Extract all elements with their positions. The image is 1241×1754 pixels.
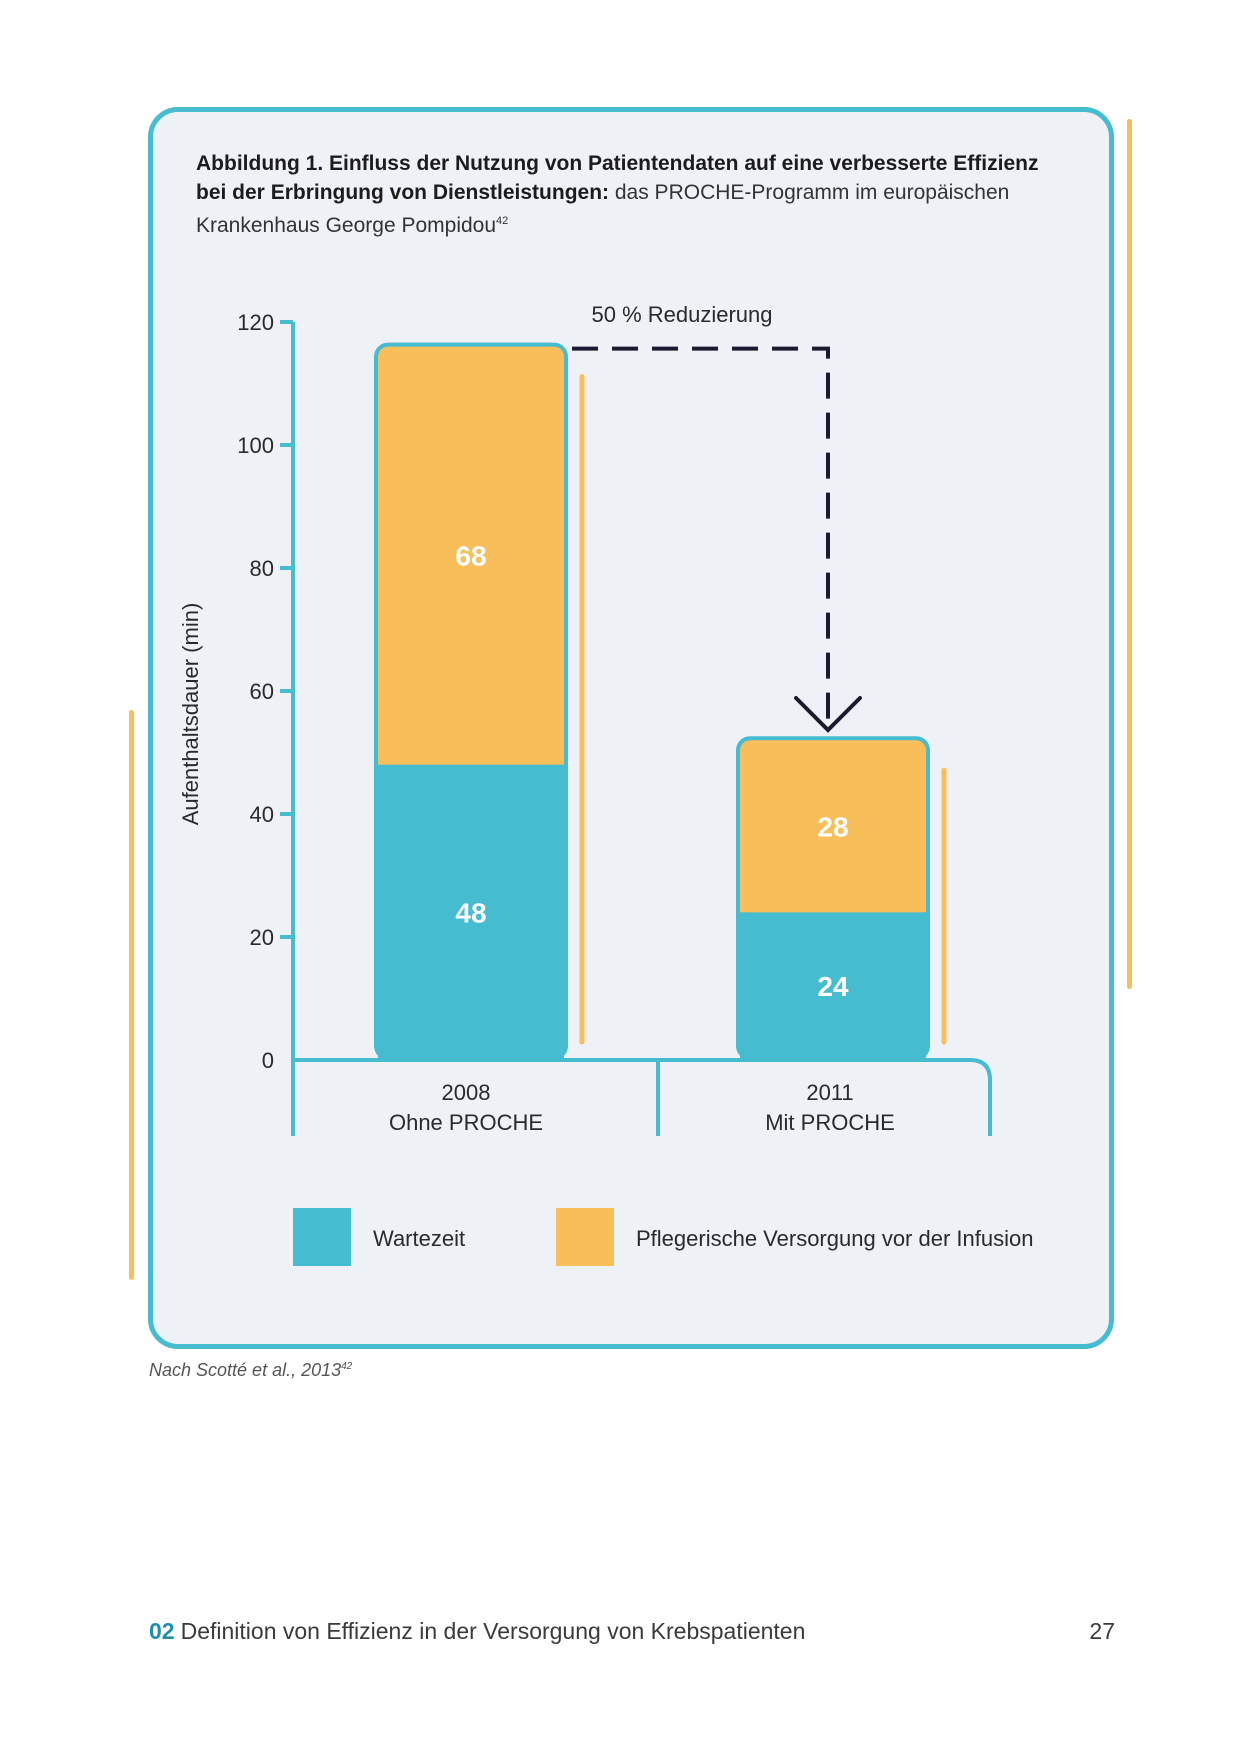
y-tick-label-60: 60: [250, 679, 274, 704]
caption-bold: Abbildung 1. Einfluss der Nutzung von Pa…: [196, 152, 1039, 204]
bar-segment-orange-fill-2008: [378, 358, 564, 765]
reduction-arrowhead: [794, 696, 862, 733]
y-axis-label: Aufenthaltsdauer (min): [178, 603, 203, 826]
section-number: 02: [149, 1618, 175, 1644]
bar-label-orange-2008: 68: [455, 541, 486, 572]
bar-segment-teal-2011: [740, 912, 926, 1060]
source-note-text: Nach Scotté et al., 2013: [149, 1360, 342, 1380]
x-axis-line: [293, 1058, 992, 1136]
source-note-ref: 42: [341, 1361, 353, 1372]
y-tick-label-80: 80: [250, 556, 274, 581]
bar-segment-orange-fill-2011: [740, 752, 926, 913]
x-tick-label-2008: Ohne PROCHE: [389, 1110, 543, 1135]
reduction-dashed-line: [572, 346, 830, 726]
legend-label-wartezeit: Wartezeit: [373, 1226, 465, 1251]
figure-panel: Abbildung 1. Einfluss der Nutzung von Pa…: [148, 107, 1114, 1349]
figure-caption: Abbildung 1. Einfluss der Nutzung von Pa…: [196, 149, 1056, 240]
page-number: 27: [1089, 1618, 1115, 1644]
decorative-accent-bar-left: [129, 710, 134, 1280]
bar-label-teal-2011: 24: [817, 971, 849, 1002]
y-tick-label-0: 0: [262, 1048, 274, 1073]
decorative-accent-bar-right: [1127, 119, 1132, 989]
caption-ref: 42: [496, 215, 509, 227]
bar-segment-teal-2008: [378, 764, 564, 1060]
page-footer: 02 Definition von Effizienz in der Versor…: [149, 1618, 805, 1645]
legend-swatch-wartezeit: [293, 1208, 351, 1266]
caption-rest: das PROCHE-Programm im europäischen Kran…: [196, 181, 1010, 237]
reduction-annotation: 50 % Reduzierung: [591, 302, 772, 327]
bar-label-teal-2008: 48: [455, 897, 486, 928]
y-tick-label-20: 20: [250, 925, 274, 950]
source-note: Nach Scotté et al., 201342: [149, 1360, 352, 1381]
bar-label-orange-2011: 28: [817, 811, 848, 842]
legend-label-pflege: Pflegerische Versorgung vor der Infusion: [636, 1226, 1033, 1251]
x-tick-year-2008: 2008: [442, 1080, 491, 1105]
y-tick-label-120: 120: [237, 310, 274, 335]
section-title: Definition von Effizienz in der Versorgu…: [180, 1618, 806, 1644]
x-tick-label-2011: Mit PROCHE: [765, 1110, 895, 1135]
legend-swatch-pflege: [556, 1208, 614, 1266]
y-tick-label-40: 40: [250, 802, 274, 827]
y-tick-label-100: 100: [237, 433, 274, 458]
x-tick-year-2011: 2011: [806, 1080, 853, 1105]
